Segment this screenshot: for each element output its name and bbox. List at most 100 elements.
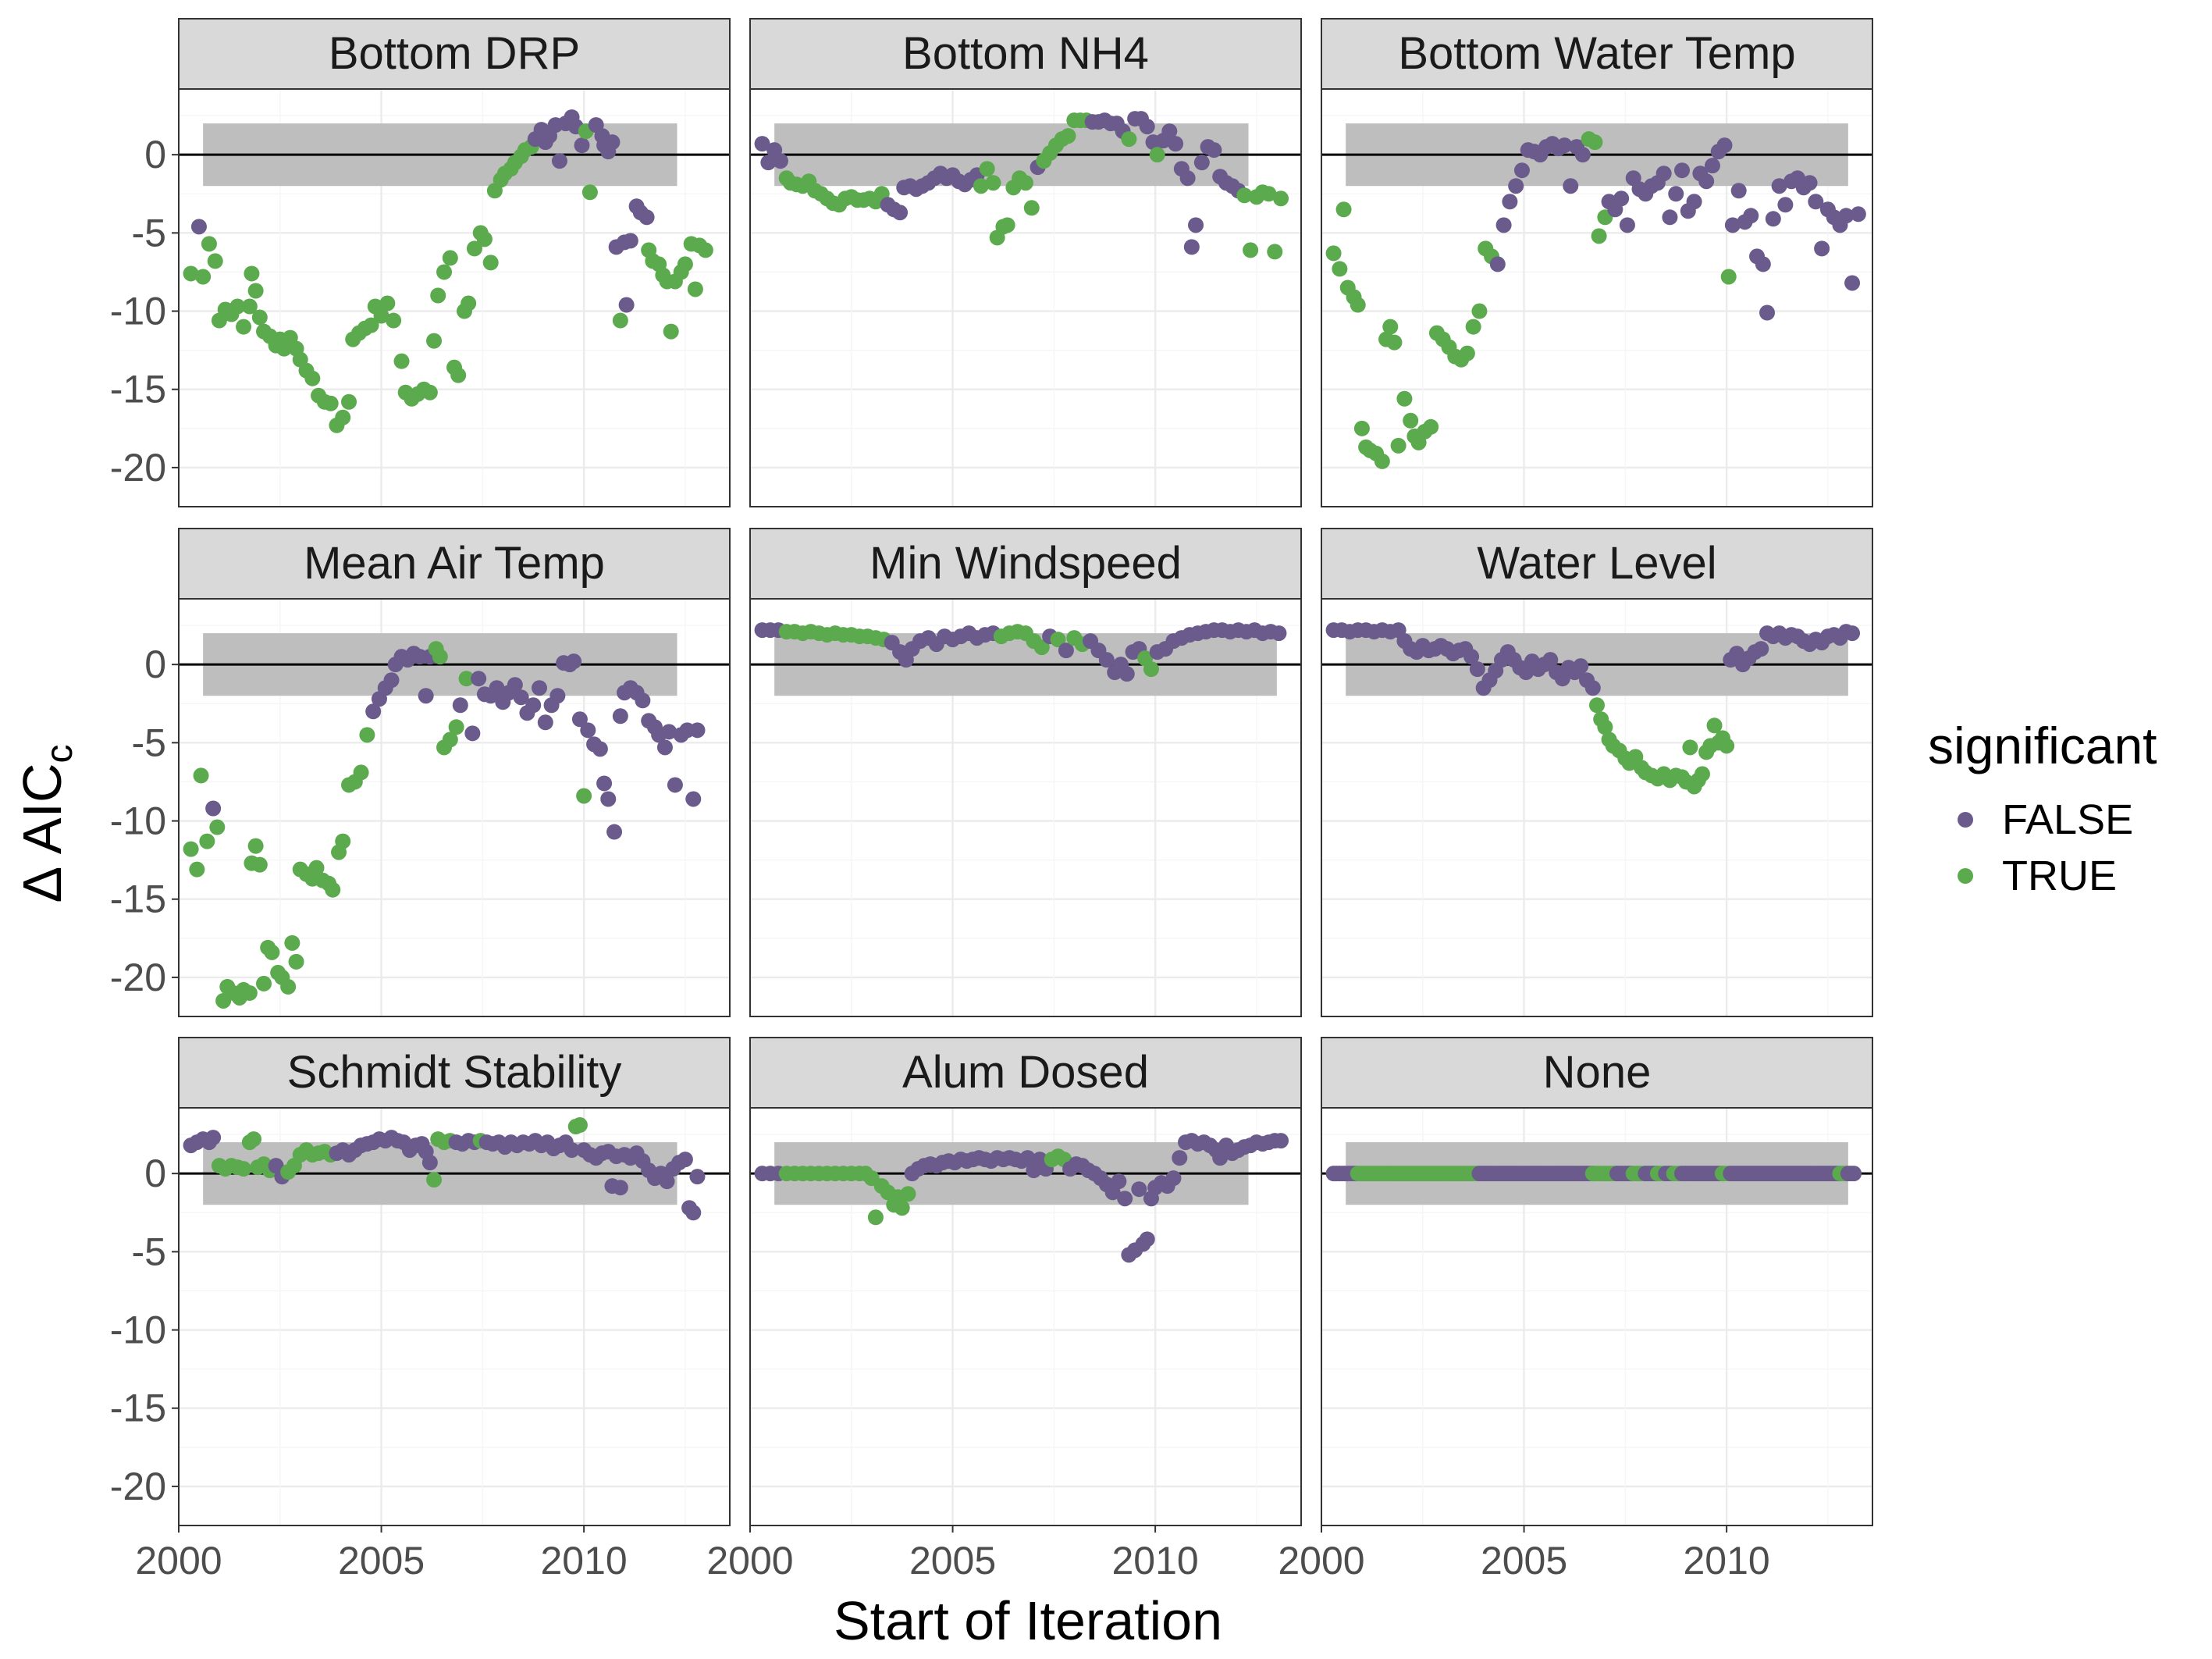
data-point bbox=[432, 649, 448, 665]
data-point bbox=[525, 697, 542, 714]
data-point bbox=[335, 409, 351, 425]
data-point bbox=[1674, 162, 1691, 179]
data-point bbox=[606, 824, 623, 840]
data-point bbox=[513, 689, 529, 706]
data-point bbox=[183, 265, 199, 282]
data-point bbox=[1495, 217, 1512, 233]
data-point bbox=[635, 692, 651, 709]
y-tick-label: 0 bbox=[144, 133, 166, 176]
data-point bbox=[256, 975, 272, 991]
data-point bbox=[205, 1130, 222, 1146]
x-tick-label: 2010 bbox=[1112, 1539, 1199, 1582]
y-tick-label: -15 bbox=[110, 1387, 166, 1430]
data-point bbox=[190, 219, 207, 235]
data-point bbox=[1589, 697, 1605, 714]
facet-strip bbox=[178, 1037, 731, 1109]
data-point bbox=[288, 953, 304, 970]
data-point bbox=[1465, 319, 1481, 335]
data-point bbox=[1325, 245, 1342, 262]
data-point bbox=[442, 732, 458, 748]
data-point bbox=[659, 1173, 675, 1190]
facet-none: None bbox=[1320, 1037, 1873, 1526]
data-points bbox=[183, 109, 713, 433]
y-tick-label: -15 bbox=[110, 368, 166, 411]
facet-strip bbox=[1321, 528, 1873, 600]
facet-strip-label: Schmidt Stability bbox=[287, 1047, 622, 1098]
facet-strip bbox=[178, 528, 731, 600]
panel-grid bbox=[749, 1108, 1301, 1526]
data-point bbox=[489, 680, 505, 696]
data-point bbox=[1720, 269, 1737, 285]
data-point bbox=[1814, 240, 1830, 257]
data-point bbox=[1513, 162, 1530, 179]
data-point bbox=[1179, 170, 1196, 187]
data-point bbox=[1542, 652, 1559, 668]
data-point bbox=[1574, 147, 1591, 163]
panel-border bbox=[178, 598, 731, 1017]
x-tick-label: 2005 bbox=[909, 1539, 996, 1582]
data-point bbox=[1098, 652, 1115, 668]
data-point bbox=[1759, 304, 1776, 321]
data-point bbox=[189, 861, 205, 878]
data-point bbox=[1724, 217, 1741, 233]
data-point bbox=[1719, 738, 1735, 754]
data-point bbox=[1149, 147, 1165, 163]
facet-strip bbox=[749, 1037, 1302, 1109]
legend-label-false: FALSE bbox=[2002, 796, 2133, 843]
facet-strip-label: Min Windspeed bbox=[870, 538, 1182, 589]
data-point bbox=[677, 256, 693, 272]
data-points bbox=[183, 1117, 706, 1221]
data-point bbox=[1050, 632, 1066, 648]
data-point bbox=[246, 1131, 262, 1148]
data-point bbox=[1730, 183, 1747, 199]
x-tick-label: 2010 bbox=[1684, 1539, 1770, 1582]
data-point bbox=[1765, 211, 1781, 227]
x-tick-label: 2005 bbox=[1481, 1539, 1567, 1582]
data-point bbox=[566, 653, 582, 670]
data-point bbox=[236, 1161, 252, 1177]
facet-bottom-drp: Bottom DRP bbox=[177, 18, 731, 507]
data-point bbox=[1267, 244, 1283, 260]
facet-strip-label: Bottom Water Temp bbox=[1398, 28, 1795, 79]
data-point bbox=[507, 677, 523, 693]
data-point bbox=[471, 671, 487, 687]
data-point bbox=[251, 309, 268, 326]
data-point bbox=[341, 393, 357, 410]
facet-bottom-nh4: Bottom NH4 bbox=[749, 18, 1302, 507]
data-point bbox=[1390, 437, 1407, 454]
data-point bbox=[760, 155, 777, 171]
data-point bbox=[1698, 173, 1715, 190]
x-tick-label: 2005 bbox=[338, 1539, 425, 1582]
data-point bbox=[687, 281, 703, 297]
data-point bbox=[247, 838, 264, 854]
data-point bbox=[280, 978, 297, 995]
y-tick-label: -10 bbox=[110, 799, 166, 843]
data-point bbox=[1502, 194, 1518, 210]
data-point bbox=[205, 800, 222, 817]
y-tick-label: 0 bbox=[144, 1152, 166, 1195]
data-point bbox=[581, 184, 598, 201]
data-points bbox=[1325, 131, 1866, 469]
data-point bbox=[604, 134, 621, 151]
data-point bbox=[304, 370, 321, 386]
legend-title: significant bbox=[1928, 717, 2157, 774]
data-point bbox=[201, 236, 217, 252]
data-point bbox=[663, 323, 679, 340]
data-point bbox=[448, 719, 464, 735]
facet-min-windspeed: Min Windspeed bbox=[749, 528, 1302, 1017]
data-point bbox=[571, 711, 588, 728]
data-point bbox=[393, 353, 410, 369]
data-point bbox=[1686, 194, 1702, 210]
data-point bbox=[1471, 303, 1488, 319]
data-point bbox=[373, 308, 389, 324]
data-point bbox=[199, 833, 215, 849]
data-point bbox=[241, 984, 258, 1001]
data-point bbox=[353, 764, 369, 781]
data-point bbox=[1463, 649, 1480, 665]
data-point bbox=[1172, 1150, 1188, 1166]
data-points bbox=[183, 641, 706, 1009]
data-point bbox=[383, 672, 400, 689]
data-point bbox=[1846, 1166, 1862, 1182]
legend: significant FALSE TRUE bbox=[1928, 717, 2157, 899]
y-tick-label: 0 bbox=[144, 643, 166, 686]
